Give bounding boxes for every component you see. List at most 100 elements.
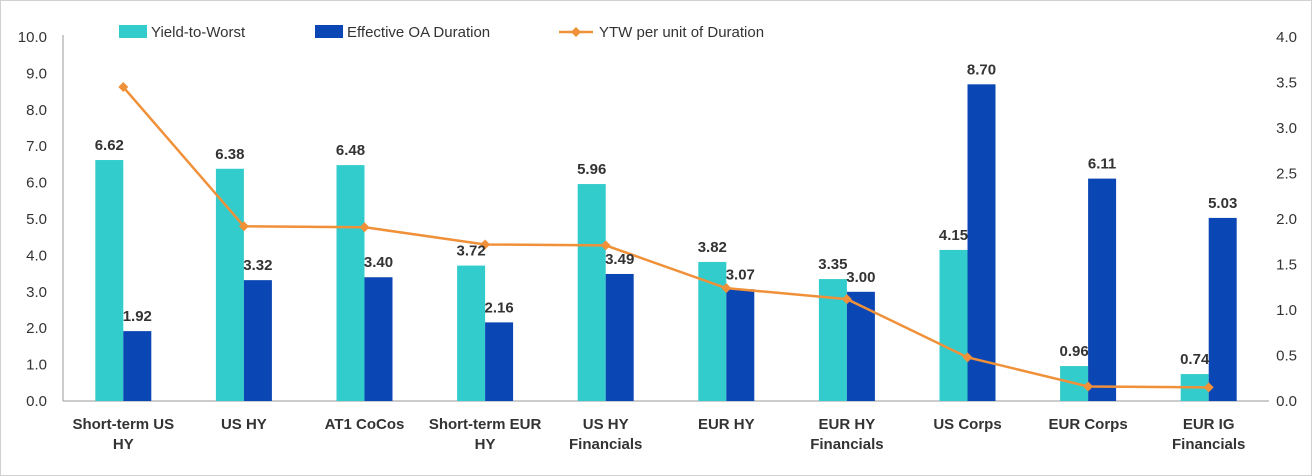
x-category-label: EUR IG Financials	[1172, 416, 1245, 453]
y-left-tick-label: 9.0	[26, 65, 47, 82]
line-point-marker	[600, 240, 611, 251]
line-point-marker	[1203, 382, 1214, 393]
x-category-label: EUR Corps	[1049, 416, 1128, 433]
legend-item-effective-oa-duration: Effective OA Duration	[315, 24, 490, 41]
line-series-group	[118, 82, 1214, 393]
bar-effective-oa-duration	[123, 331, 152, 401]
bars-group	[95, 84, 1237, 401]
line-point-marker	[480, 239, 491, 250]
line-point-marker	[238, 221, 249, 232]
x-category-label: Short-term EUR HY	[429, 416, 542, 453]
x-category-label-line: EUR IG	[1183, 416, 1235, 433]
legend-label: YTW per unit of Duration	[599, 24, 764, 41]
x-category-label-line: Short-term US	[72, 416, 174, 433]
x-category-label: US Corps	[933, 416, 1001, 433]
bar-data-label: 1.92	[123, 308, 152, 325]
y-left-tick-label: 10.0	[18, 29, 47, 46]
x-category-label: Short-term US HY	[72, 416, 174, 453]
y-right-tick-label: 0.0	[1276, 393, 1297, 410]
bar-data-label: 3.35	[818, 256, 847, 273]
line-point-marker	[359, 222, 370, 233]
x-category-label-line: HY	[113, 436, 134, 453]
y-right-tick-label: 2.0	[1276, 211, 1297, 228]
bar-data-label: 2.16	[484, 299, 513, 316]
bar-yield-to-worst	[939, 249, 968, 401]
bar-effective-oa-duration	[846, 291, 875, 401]
x-category-label-line: EUR Corps	[1049, 416, 1128, 433]
x-category-label-line: Short-term EUR	[429, 416, 542, 433]
legend-item-yield-to-worst: Yield-to-Worst	[119, 24, 246, 41]
legend-swatch	[119, 25, 147, 38]
legend-label: Yield-to-Worst	[151, 24, 246, 41]
y-right-tick-label: 0.5	[1276, 348, 1297, 365]
y-left-tick-label: 0.0	[26, 393, 47, 410]
bar-yield-to-worst	[336, 165, 365, 401]
x-category-label-line: HY	[475, 436, 496, 453]
x-category-label-line: US HY	[583, 416, 629, 433]
bar-yield-to-worst	[698, 261, 727, 401]
y-left-tick-label: 4.0	[26, 247, 47, 264]
legend-label: Effective OA Duration	[347, 24, 490, 41]
axes-group: 0.0 1.0 2.0 3.0 4.0 5.0 6.0 7.0 8.0 9.0 10.0 0.0 0.5…	[18, 29, 1297, 453]
bar-data-label: 0.96	[1059, 343, 1088, 360]
legend: Yield-to-Worst Effective OA Duration YTW p…	[119, 24, 764, 41]
x-category-label-line: Financials	[1172, 436, 1245, 453]
x-category-label-line: US HY	[221, 416, 267, 433]
line-point-marker	[841, 294, 852, 305]
bar-data-label: 5.96	[577, 161, 606, 178]
y-left-tick-label: 2.0	[26, 320, 47, 337]
bar-effective-oa-duration	[967, 84, 996, 401]
y-left-tick-label: 8.0	[26, 102, 47, 119]
x-category-label-line: US Corps	[933, 416, 1001, 433]
line-point-marker	[118, 82, 129, 93]
bar-data-label: 6.62	[95, 137, 124, 154]
bar-effective-oa-duration	[1088, 178, 1117, 401]
line-point-marker	[962, 352, 973, 363]
legend-swatch-marker	[571, 27, 581, 37]
bar-yield-to-worst	[95, 160, 124, 401]
x-category-label: AT1 CoCos	[325, 416, 405, 433]
y-left-tick-label: 6.0	[26, 175, 47, 192]
y-right-tick-label: 1.0	[1276, 302, 1297, 319]
bar-effective-oa-duration	[485, 322, 514, 401]
x-category-label: US HY Financials	[569, 416, 642, 453]
y-right-tick-label: 3.0	[1276, 120, 1297, 137]
bar-data-label: 3.32	[243, 257, 272, 274]
x-category-label-line: EUR HY	[819, 416, 876, 433]
bar-effective-oa-duration	[605, 273, 634, 401]
data-labels-group: 6.62 6.38 6.48 3.72 5.96 3.82 3.35 4.15 0.96 0.74…	[95, 61, 1238, 368]
x-category-label: US HY	[221, 416, 267, 433]
y-right-tick-label: 1.5	[1276, 257, 1297, 274]
bar-effective-oa-duration	[364, 277, 393, 401]
y-left-tick-label: 5.0	[26, 211, 47, 228]
bar-data-label: 8.70	[967, 61, 996, 78]
bar-yield-to-worst	[457, 265, 486, 401]
x-category-label-line: Financials	[810, 436, 883, 453]
legend-swatch	[315, 25, 343, 38]
x-category-label-line: Financials	[569, 436, 642, 453]
bar-effective-oa-duration	[1208, 217, 1237, 401]
line-point-marker	[1083, 381, 1094, 392]
bar-data-label: 3.00	[846, 269, 875, 286]
bar-effective-oa-duration	[726, 289, 755, 401]
y-right-tick-label: 3.5	[1276, 75, 1297, 92]
y-left-tick-label: 3.0	[26, 284, 47, 301]
bar-data-label: 6.11	[1088, 156, 1116, 173]
bar-data-label: 0.74	[1180, 351, 1210, 368]
bar-yield-to-worst	[577, 184, 606, 401]
bar-yield-to-worst	[215, 168, 244, 401]
bar-data-label: 5.03	[1208, 195, 1237, 212]
x-category-label-line: AT1 CoCos	[325, 416, 405, 433]
bar-effective-oa-duration	[243, 280, 272, 401]
line-point-marker	[721, 283, 732, 294]
bar-data-label: 3.07	[726, 266, 755, 283]
bar-data-label: 6.48	[336, 142, 365, 159]
bar-data-label: 4.15	[939, 227, 968, 244]
legend-item-ytw-per-duration: YTW per unit of Duration	[559, 24, 764, 41]
y-right-tick-label: 2.5	[1276, 166, 1297, 183]
bar-data-label: 3.82	[698, 239, 727, 256]
x-category-label: EUR HY	[698, 416, 755, 433]
y-right-tick-label: 4.0	[1276, 29, 1297, 46]
